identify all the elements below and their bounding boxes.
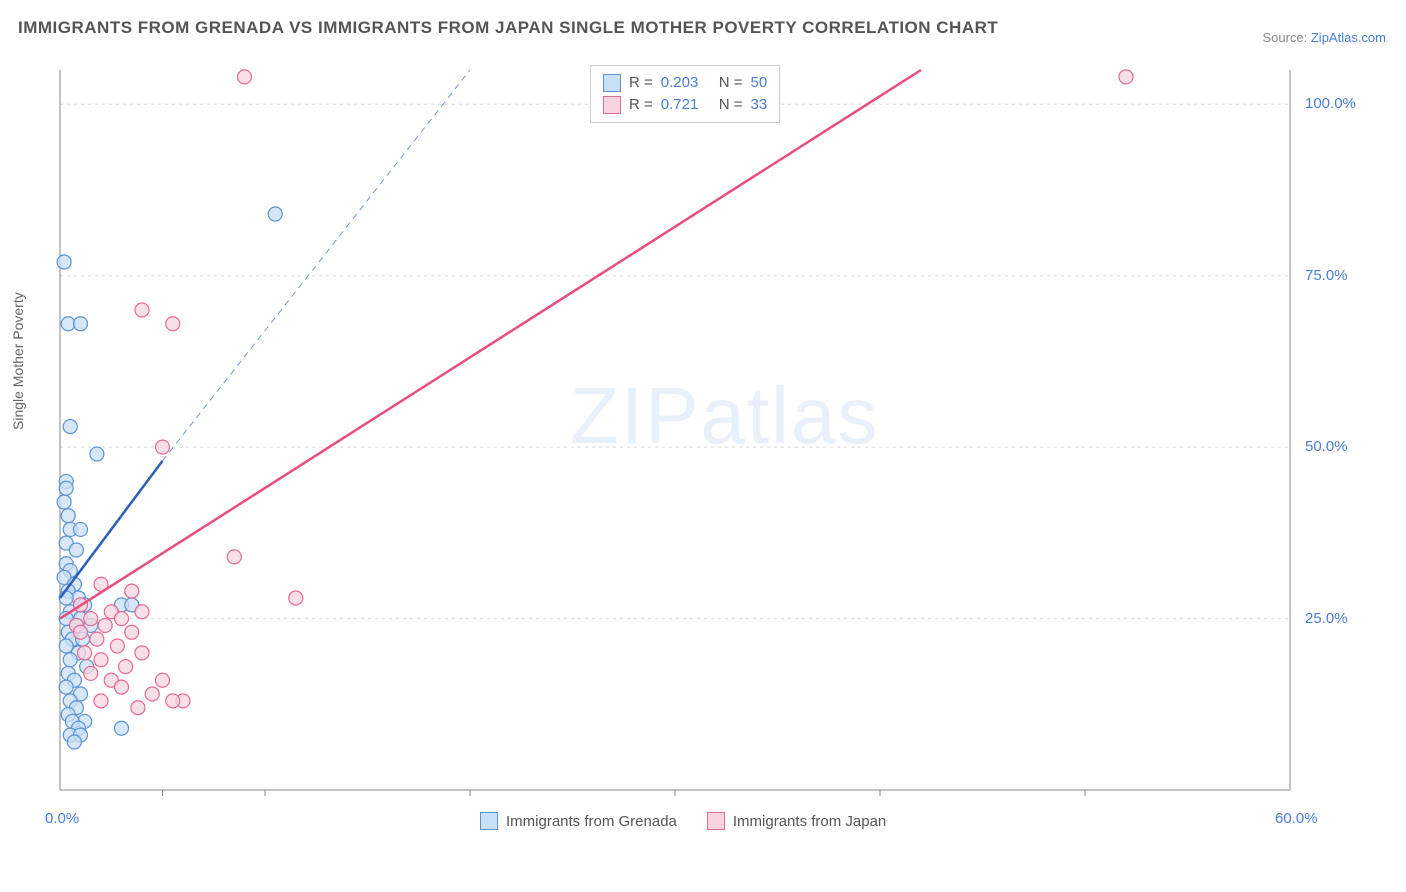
x-tick-label: 60.0% [1275,810,1318,827]
series-swatch [603,74,621,92]
n-label: N = [719,94,743,116]
y-tick-label: 25.0% [1305,610,1348,627]
legend-label: Immigrants from Grenada [506,813,677,830]
legend-item: Immigrants from Grenada [480,812,677,830]
stats-row: R = 0.721 N = 33 [603,94,767,116]
correlation-stats-box: R = 0.203 N = 50 R = 0.721 N = 33 [590,65,780,123]
r-value: 0.203 [661,72,711,94]
chart-title: IMMIGRANTS FROM GRENADA VS IMMIGRANTS FR… [18,18,998,38]
source-link[interactable]: ZipAtlas.com [1311,30,1386,45]
source-prefix: Source: [1262,30,1310,45]
n-label: N = [719,72,743,94]
chart-plot-area: ZIPatlas R = 0.203 N = 50 R = 0.721 N = … [50,60,1300,800]
n-value: 50 [751,72,768,94]
series-swatch [603,96,621,114]
r-label: R = [629,94,653,116]
y-tick-label: 100.0% [1305,95,1356,112]
legend-item: Immigrants from Japan [707,812,886,830]
r-value: 0.721 [661,94,711,116]
y-tick-label: 50.0% [1305,438,1348,455]
y-tick-label: 75.0% [1305,267,1348,284]
y-axis-label: Single Mother Poverty [10,292,26,430]
series-legend: Immigrants from Grenada Immigrants from J… [480,812,886,830]
source-attribution: Source: ZipAtlas.com [1262,30,1386,45]
legend-swatch [707,812,725,830]
legend-label: Immigrants from Japan [733,813,886,830]
x-tick-label: 0.0% [45,810,79,827]
r-label: R = [629,72,653,94]
legend-swatch [480,812,498,830]
chart-svg [50,60,1300,800]
n-value: 33 [751,94,768,116]
stats-row: R = 0.203 N = 50 [603,72,767,94]
